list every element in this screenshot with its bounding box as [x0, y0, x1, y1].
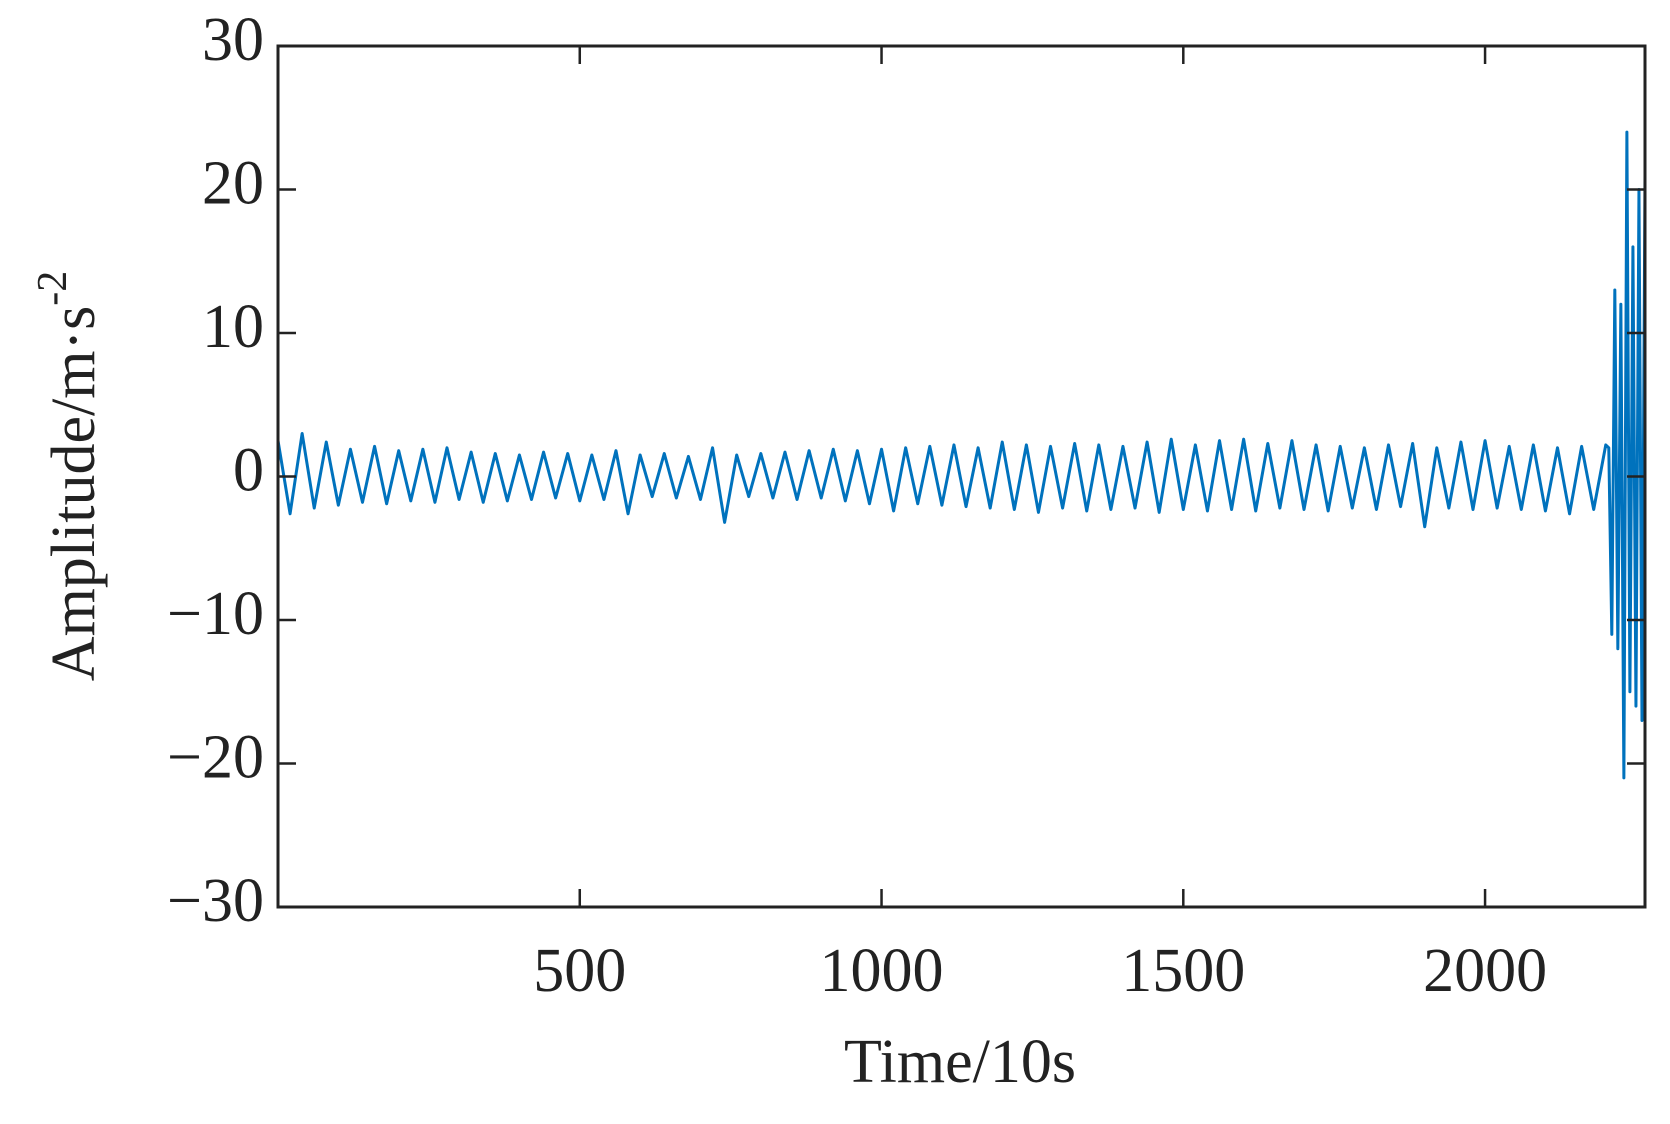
plot-frame [276, 44, 1647, 909]
y-tick-label: 30 [202, 6, 264, 74]
y-axis-label-text: Amplitude/m·s [40, 306, 108, 681]
y-tick-label: −30 [167, 867, 264, 935]
data-line [276, 130, 1647, 780]
y-tick-label: −10 [167, 580, 264, 648]
x-tick-label: 500 [533, 937, 626, 1005]
y-tick-label: 10 [202, 293, 264, 361]
y-tick-label: −20 [167, 724, 264, 792]
x-tick-label: 1500 [1121, 937, 1245, 1005]
y-axis-label-superscript: -2 [30, 271, 76, 306]
x-axis-label: Time/10s [844, 1028, 1076, 1096]
y-axis-label: Amplitude/m·s-2 [30, 271, 109, 681]
y-tick-label: 0 [233, 437, 264, 505]
x-tick-label: 1000 [820, 937, 944, 1005]
y-tick-label: 20 [202, 150, 264, 218]
x-tick-label: 2000 [1423, 937, 1547, 1005]
